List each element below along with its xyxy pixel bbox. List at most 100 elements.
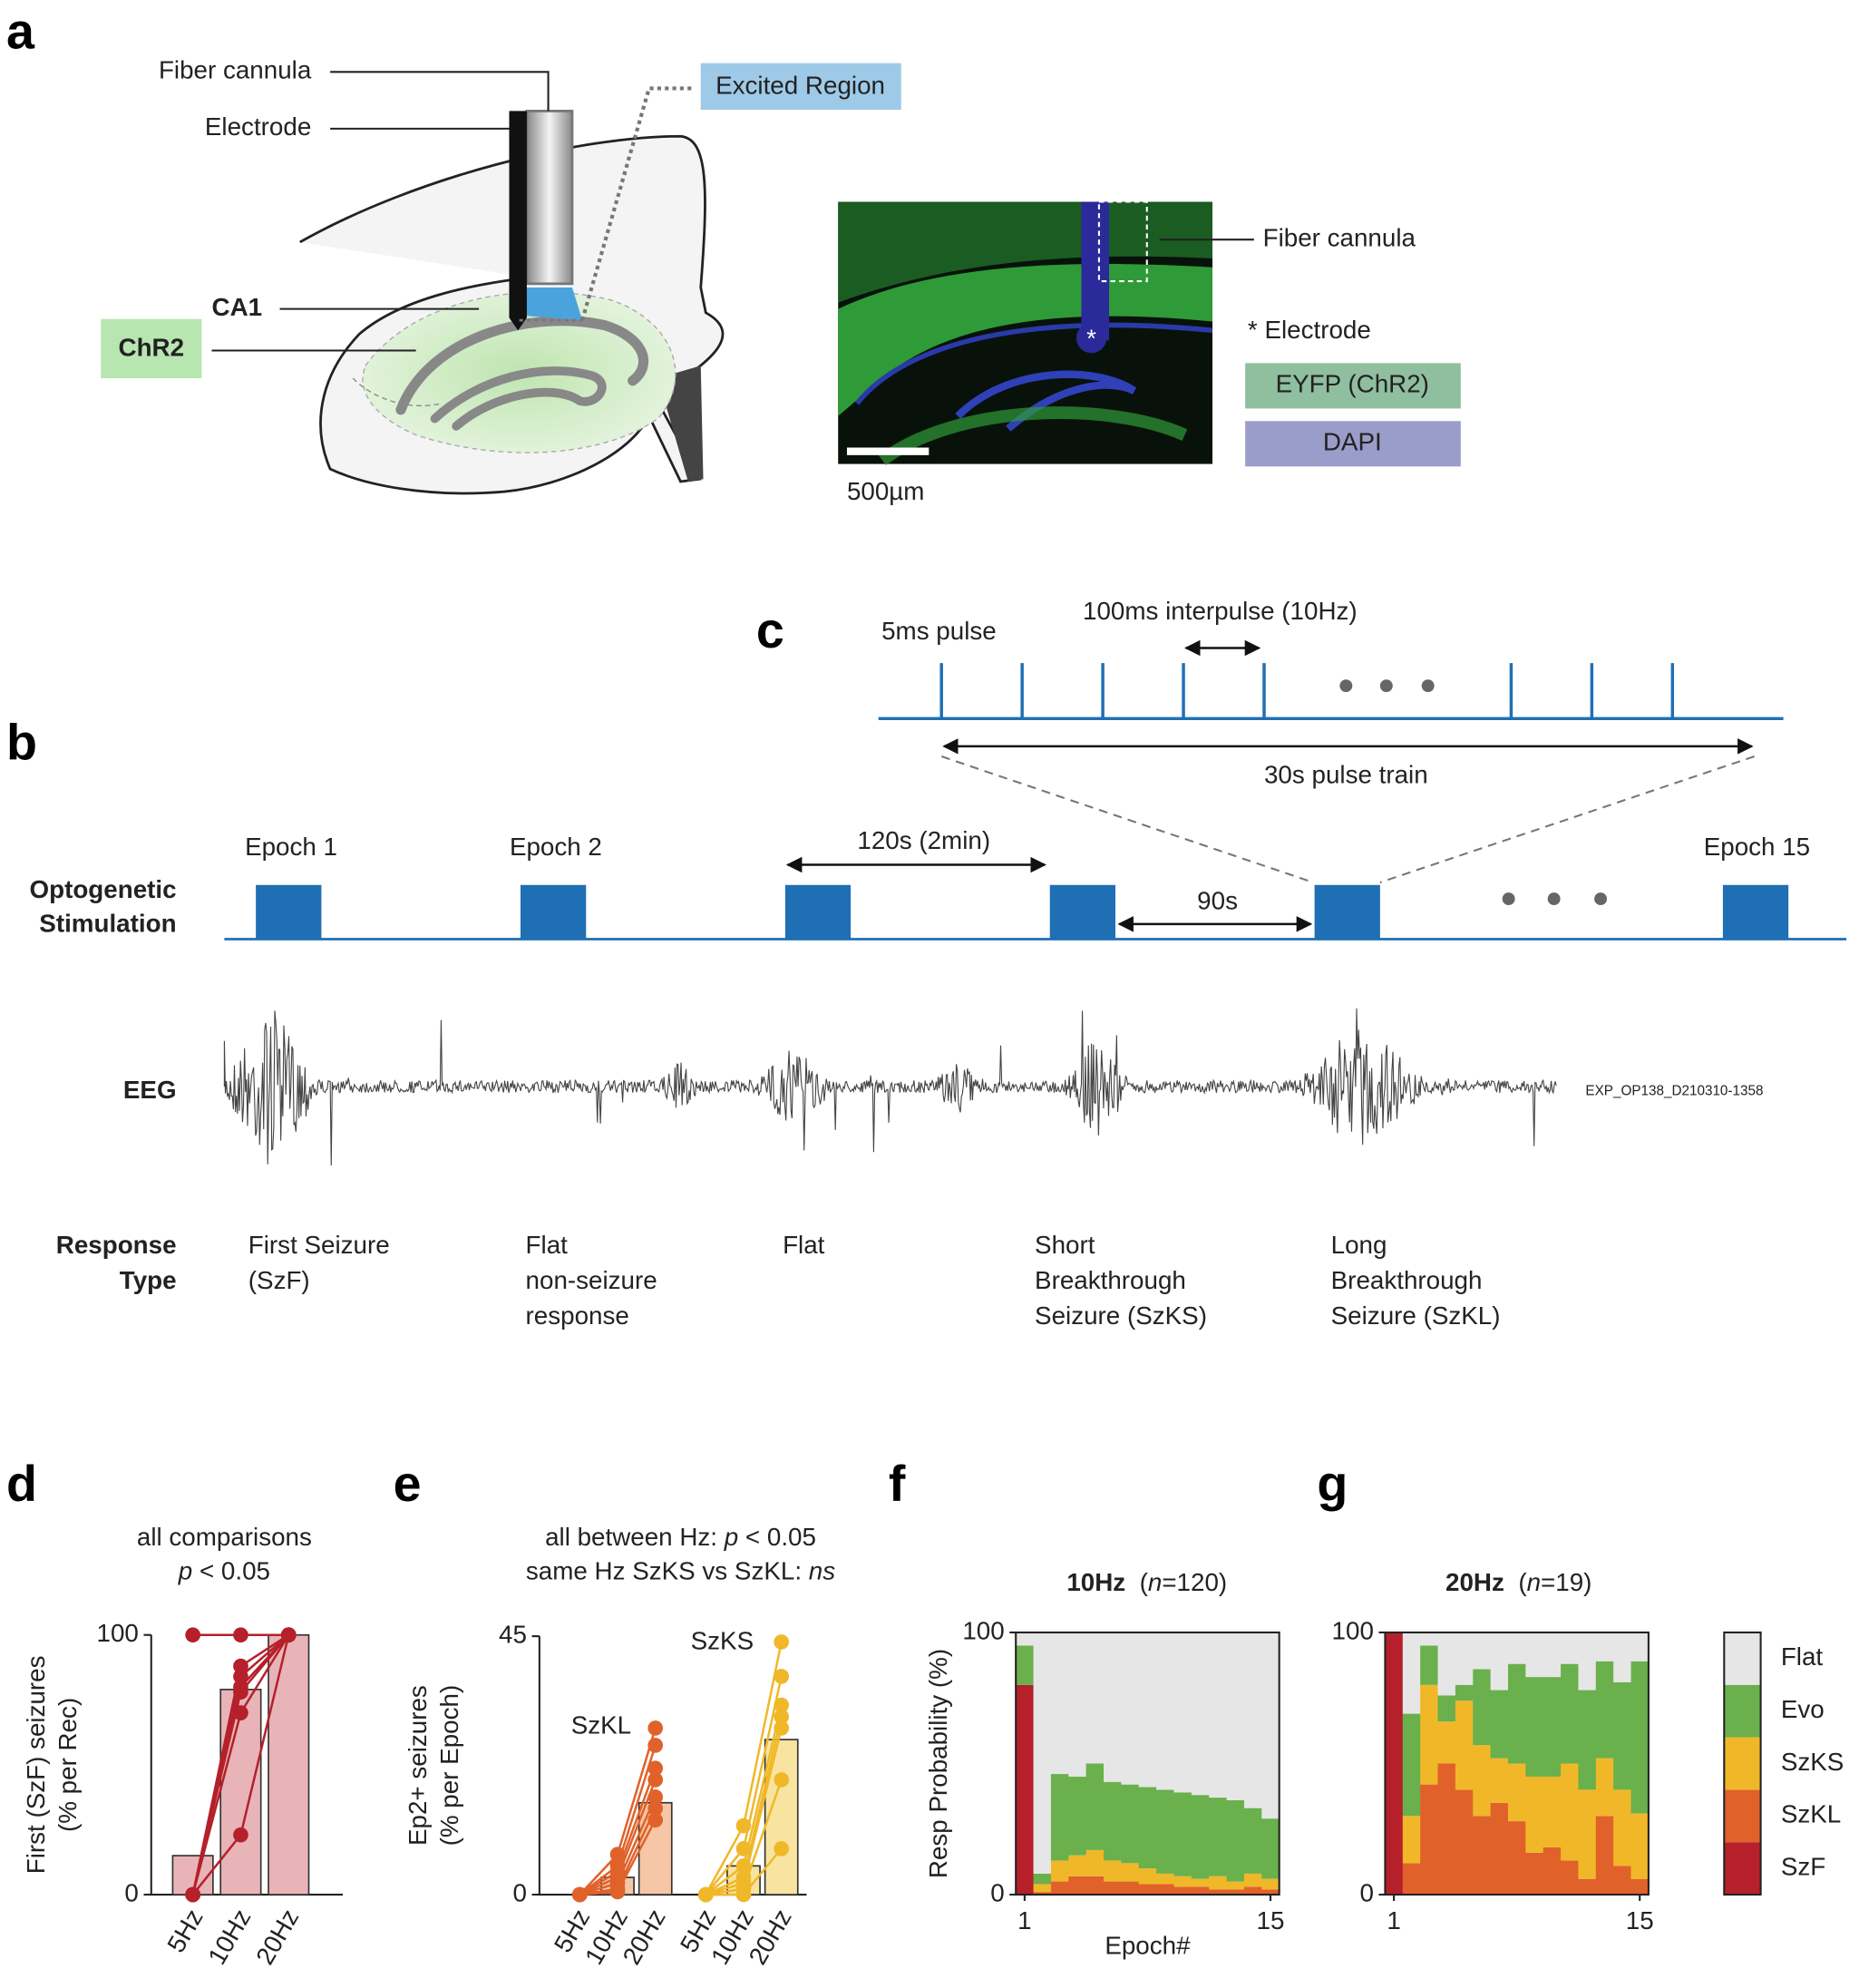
subject-point xyxy=(647,1760,664,1777)
subject-point xyxy=(233,1827,248,1843)
stack-segment xyxy=(1226,1889,1245,1895)
stack-segment xyxy=(1507,1821,1526,1895)
stack-segment xyxy=(1402,1632,1421,1714)
stack-segment xyxy=(1613,1789,1631,1866)
label: Seizure (SzKL) xyxy=(1331,1301,1501,1330)
y-tick-label: 45 xyxy=(499,1620,527,1648)
micrograph xyxy=(838,200,1461,467)
subject-point xyxy=(233,1658,248,1674)
x-tick-label: 15 xyxy=(1257,1906,1285,1934)
label: response xyxy=(526,1301,629,1330)
stack-segment xyxy=(1068,1632,1087,1777)
stack-segment xyxy=(1437,1721,1456,1764)
label: Flat xyxy=(526,1231,569,1259)
stack-segment xyxy=(1561,1763,1579,1861)
stack-segment xyxy=(1050,1632,1069,1775)
stack-segment xyxy=(1138,1632,1157,1788)
bar xyxy=(219,1689,262,1895)
title-part: < 0.05 xyxy=(192,1557,270,1585)
subject-point xyxy=(185,1627,200,1643)
label: Epoch 1 xyxy=(245,833,337,861)
chart-title: p < 0.05 xyxy=(178,1557,270,1585)
stack-segment xyxy=(1525,1776,1544,1853)
stack-segment xyxy=(1085,1632,1105,1764)
label: Breakthrough xyxy=(1035,1266,1186,1294)
stack-segment xyxy=(1209,1798,1227,1876)
subject-point xyxy=(774,1772,790,1788)
x-tick-label: 15 xyxy=(1626,1906,1654,1934)
y-tick-label: 0 xyxy=(1359,1878,1373,1906)
stack-segment xyxy=(1243,1886,1262,1895)
stack-segment xyxy=(1543,1677,1562,1777)
label: Long xyxy=(1331,1231,1387,1259)
panel-label: g xyxy=(1317,1456,1348,1512)
stack-segment xyxy=(1437,1695,1456,1722)
stack-segment xyxy=(1138,1868,1157,1885)
plot-frame xyxy=(1015,1631,1280,1896)
stack-segment xyxy=(1138,1884,1157,1895)
subject-point xyxy=(233,1684,248,1701)
title-part: n xyxy=(1148,1568,1162,1596)
label: Flat xyxy=(783,1231,825,1259)
stack-segment xyxy=(1490,1802,1509,1895)
stack-segment xyxy=(1543,1847,1562,1895)
label: EYFP (ChR2) xyxy=(1276,370,1429,398)
subject-point xyxy=(647,1772,664,1788)
stack-segment xyxy=(1385,1632,1404,1895)
x-axis-label: Epoch# xyxy=(1105,1932,1191,1960)
label: Fiber cannula xyxy=(159,56,312,84)
label: First Seizure xyxy=(248,1231,390,1259)
stack-segment xyxy=(1595,1632,1614,1662)
label: Ep2+ seizures xyxy=(404,1685,432,1846)
stack-segment xyxy=(1033,1892,1052,1895)
stack-segment xyxy=(1226,1632,1245,1800)
x-tick-label: 1 xyxy=(1017,1906,1031,1934)
stack-segment xyxy=(1016,1684,1034,1895)
stack-segment xyxy=(1578,1690,1597,1790)
stack-segment xyxy=(1437,1632,1456,1696)
stack-segment xyxy=(1068,1855,1087,1876)
stack-segment xyxy=(1173,1792,1192,1876)
chart-title: 20Hz (n=19) xyxy=(1445,1568,1591,1596)
label: * Electrode xyxy=(1248,316,1371,344)
stack-segment xyxy=(1050,1881,1069,1895)
title-part: ( xyxy=(1504,1568,1527,1596)
stack-segment xyxy=(1402,1816,1421,1864)
stack-segment xyxy=(1191,1632,1210,1796)
title-part: ( xyxy=(1125,1568,1148,1596)
stack-segment xyxy=(1613,1632,1631,1682)
bar xyxy=(268,1633,310,1895)
panel-label: b xyxy=(6,715,37,771)
x-tick-label: 5Hz xyxy=(161,1905,209,1957)
stack-segment xyxy=(1543,1776,1562,1847)
chart-title: all comparisons xyxy=(137,1523,312,1551)
subject-point xyxy=(233,1627,248,1643)
label: Seizure (SzKS) xyxy=(1035,1301,1207,1330)
plot-frame xyxy=(1384,1631,1650,1896)
panel-label: a xyxy=(6,4,35,60)
title-part: < 0.05 xyxy=(738,1523,816,1551)
subject-point xyxy=(774,1697,790,1713)
stack-segment xyxy=(1209,1876,1227,1890)
stack-segment xyxy=(1121,1881,1140,1895)
label: DAPI xyxy=(1323,428,1382,456)
stack-segment xyxy=(1630,1813,1650,1879)
stack-segment xyxy=(1068,1776,1087,1856)
subject-point xyxy=(774,1709,790,1725)
subject-point xyxy=(735,1886,752,1903)
stack-segment xyxy=(1420,1645,1438,1685)
x-tick-label: 20Hz xyxy=(250,1905,304,1970)
stack-segment xyxy=(1173,1632,1192,1793)
stack-segment xyxy=(1561,1632,1579,1664)
stack-segment xyxy=(1016,1632,1034,1646)
stack-segment xyxy=(1156,1873,1174,1885)
stack-segment xyxy=(1561,1860,1579,1895)
chart-title: same Hz SzKS vs SzKL: ns xyxy=(526,1557,835,1585)
stack-segment xyxy=(1209,1889,1227,1895)
subject-point xyxy=(609,1884,626,1900)
label: Type xyxy=(120,1266,177,1294)
stack-segment xyxy=(1050,1774,1069,1861)
title-part: =120) xyxy=(1162,1568,1227,1596)
title-part: p xyxy=(178,1557,192,1585)
stack-segment xyxy=(1121,1863,1140,1882)
